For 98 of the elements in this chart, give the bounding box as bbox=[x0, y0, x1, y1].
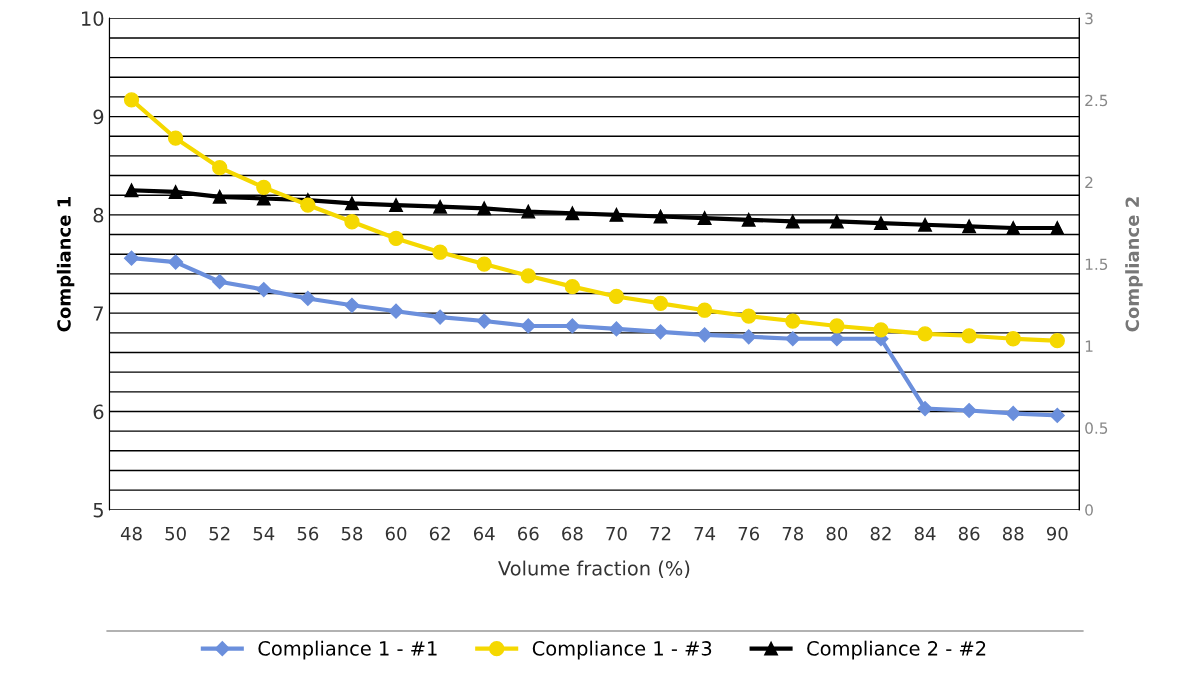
x-axis-title: Volume fraction (%) bbox=[498, 560, 690, 578]
point bbox=[1049, 407, 1065, 423]
legend-label: Compliance 1 - #1 bbox=[258, 640, 437, 660]
x-tick-label: 80 bbox=[826, 526, 848, 541]
point bbox=[741, 308, 757, 324]
y-tick-label: 5 bbox=[93, 502, 103, 518]
point bbox=[741, 212, 756, 227]
x-tick-label: 54 bbox=[253, 527, 275, 541]
point bbox=[873, 322, 889, 338]
point bbox=[344, 196, 359, 211]
x-tick-label: 50 bbox=[165, 526, 186, 541]
x-tick-label: 68 bbox=[562, 526, 583, 541]
point bbox=[168, 184, 183, 199]
point bbox=[520, 268, 536, 284]
point bbox=[961, 328, 977, 344]
x-tick-label: 52 bbox=[209, 526, 230, 541]
point bbox=[167, 130, 184, 146]
y-tick-label: 9 bbox=[93, 109, 104, 125]
x-tick-label: 48 bbox=[120, 526, 142, 541]
point bbox=[785, 313, 801, 329]
x-tick-label: 66 bbox=[518, 526, 539, 541]
point bbox=[564, 278, 581, 295]
point bbox=[300, 290, 316, 307]
x-tick-label: 74 bbox=[694, 527, 716, 541]
point bbox=[389, 198, 403, 212]
point bbox=[652, 324, 669, 340]
point bbox=[1049, 333, 1065, 349]
point bbox=[741, 329, 757, 345]
point bbox=[212, 189, 227, 204]
point bbox=[433, 199, 448, 214]
point bbox=[696, 302, 713, 318]
point bbox=[1005, 331, 1021, 347]
point bbox=[785, 331, 801, 347]
y2-tick-label: 3 bbox=[1085, 12, 1093, 25]
y2-axis-title: Compliance 2 bbox=[1125, 197, 1143, 332]
x-tick-label: 86 bbox=[958, 526, 980, 541]
point bbox=[961, 402, 977, 419]
point bbox=[521, 204, 536, 219]
point bbox=[388, 230, 404, 247]
point bbox=[1005, 405, 1021, 422]
point bbox=[829, 214, 844, 229]
x-tick-label: 62 bbox=[429, 526, 450, 541]
y2-tick-label: 0 bbox=[1085, 504, 1093, 516]
y-tick-label: 6 bbox=[93, 404, 104, 420]
point bbox=[256, 179, 272, 195]
point bbox=[608, 288, 625, 305]
y2-tick-label: 2.5 bbox=[1085, 94, 1108, 107]
y2-tick-label: 1 bbox=[1085, 340, 1093, 352]
x-tick-label: 78 bbox=[782, 526, 804, 541]
point bbox=[564, 318, 580, 334]
y-axis-title: Compliance 1 bbox=[56, 196, 75, 332]
point bbox=[962, 219, 977, 234]
x-tick-label: 60 bbox=[385, 526, 407, 541]
x-tick-label: 84 bbox=[914, 526, 936, 541]
x-tick-label: 72 bbox=[650, 526, 671, 541]
y-tick-label: 10 bbox=[82, 11, 104, 26]
point bbox=[212, 160, 228, 176]
point bbox=[697, 327, 713, 343]
x-tick-label: 88 bbox=[1002, 526, 1024, 541]
x-tick-label: 56 bbox=[297, 526, 319, 541]
point bbox=[123, 250, 140, 266]
point bbox=[168, 254, 184, 270]
y2-tick-label: 0.5 bbox=[1085, 422, 1108, 434]
point bbox=[829, 318, 845, 334]
point bbox=[609, 207, 624, 222]
point bbox=[432, 309, 448, 325]
point bbox=[785, 214, 800, 229]
point bbox=[123, 92, 140, 108]
y-tick-label: 7 bbox=[93, 306, 103, 321]
point bbox=[917, 400, 933, 417]
point bbox=[918, 217, 932, 232]
point bbox=[344, 297, 360, 313]
x-tick-label: 90 bbox=[1046, 526, 1068, 541]
point bbox=[344, 214, 360, 230]
point bbox=[608, 321, 625, 337]
point bbox=[829, 331, 845, 347]
x-tick-label: 64 bbox=[473, 526, 495, 541]
point bbox=[256, 282, 272, 298]
point bbox=[432, 244, 448, 260]
x-tick-label: 70 bbox=[606, 526, 627, 541]
x-tick-label: 58 bbox=[341, 526, 363, 541]
y-tick-label: 8 bbox=[93, 207, 104, 223]
point bbox=[652, 295, 669, 311]
legend-label: Compliance 2 - #2 bbox=[807, 640, 986, 660]
point bbox=[520, 318, 536, 334]
x-tick-label: 76 bbox=[738, 526, 760, 541]
point bbox=[476, 256, 492, 272]
point bbox=[476, 313, 492, 329]
y2-tick-label: 2 bbox=[1085, 176, 1093, 188]
point bbox=[917, 326, 933, 342]
point bbox=[388, 303, 404, 319]
x-tick-label: 82 bbox=[870, 526, 891, 541]
point bbox=[300, 197, 316, 213]
point bbox=[212, 274, 228, 290]
legend-label: Compliance 1 - #3 bbox=[532, 640, 712, 660]
point bbox=[697, 211, 712, 226]
point bbox=[874, 216, 888, 231]
y2-tick-label: 1.5 bbox=[1085, 258, 1108, 271]
